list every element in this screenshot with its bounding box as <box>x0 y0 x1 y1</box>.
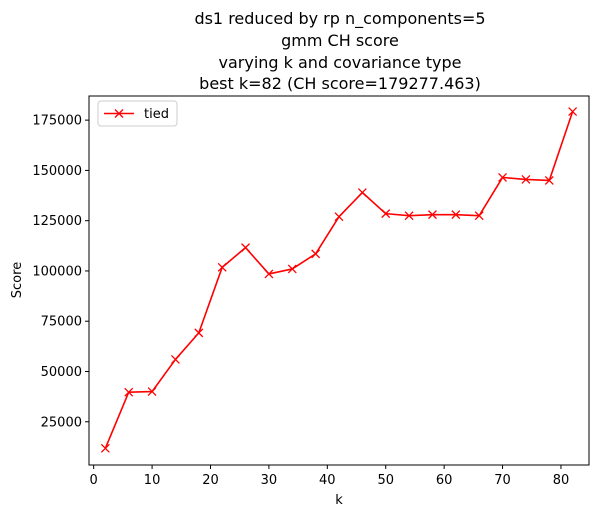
data-point-marker <box>474 211 484 221</box>
x-tick-label: 50 <box>377 473 394 488</box>
data-point-marker <box>334 212 344 222</box>
x-tick-label: 80 <box>553 473 570 488</box>
data-point-marker <box>498 172 508 182</box>
legend-marker-x-icon <box>114 109 124 118</box>
y-tick-label: 75000 <box>41 315 82 330</box>
data-point-marker <box>427 210 437 220</box>
data-point-marker <box>311 249 321 259</box>
data-point-marker <box>241 243 251 253</box>
data-point-marker <box>451 210 461 220</box>
y-tick-label: 125000 <box>32 214 82 229</box>
data-point-marker <box>170 354 180 364</box>
y-tick-label: 50000 <box>41 365 82 380</box>
y-tick-label: 150000 <box>32 164 82 179</box>
legend: tied <box>97 100 178 127</box>
legend-box <box>97 100 178 127</box>
data-point-marker <box>381 209 391 219</box>
title-line-3: varying k and covariance type <box>219 53 462 72</box>
series-layer <box>100 107 578 453</box>
y-axis-ticks: 25000 50000 75000 100000 125000 150000 175000 <box>32 114 89 430</box>
y-tick-label: 25000 <box>41 415 82 430</box>
x-tick-label: 60 <box>436 473 453 488</box>
x-axis-ticks: 0 10 20 30 40 50 60 70 80 <box>90 465 570 488</box>
plot-area-frame <box>88 95 590 466</box>
data-point-marker <box>404 211 414 221</box>
data-point-marker <box>357 188 367 197</box>
x-tick-label: 20 <box>202 473 219 488</box>
data-point-marker <box>544 175 554 185</box>
series-line-tied <box>104 111 574 449</box>
y-tick-label: 175000 <box>32 114 82 129</box>
legend-label-tied: tied <box>144 107 169 122</box>
chart-title: ds1 reduced by rp n_components=5 gmm CH … <box>194 9 485 93</box>
title-line-4: best k=82 (CH score=179277.463) <box>199 74 481 93</box>
data-point-marker <box>287 264 297 274</box>
data-point-marker <box>217 262 227 272</box>
data-point-marker <box>521 174 531 184</box>
data-point-marker <box>568 107 578 116</box>
x-tick-label: 30 <box>261 473 278 488</box>
x-tick-label: 0 <box>90 473 98 488</box>
x-axis-label: k <box>335 493 343 508</box>
x-tick-label: 70 <box>494 473 511 488</box>
y-axis-label: Score <box>10 262 25 298</box>
data-point-marker <box>124 387 134 397</box>
title-line-1: ds1 reduced by rp n_components=5 <box>194 9 485 29</box>
y-tick-label: 100000 <box>32 264 82 279</box>
data-point-marker <box>194 328 204 338</box>
data-point-marker <box>100 443 110 453</box>
x-tick-label: 10 <box>144 473 161 488</box>
title-line-2: gmm CH score <box>281 31 399 50</box>
data-point-marker <box>147 387 157 397</box>
data-point-marker <box>264 269 274 279</box>
x-tick-label: 40 <box>319 473 336 488</box>
